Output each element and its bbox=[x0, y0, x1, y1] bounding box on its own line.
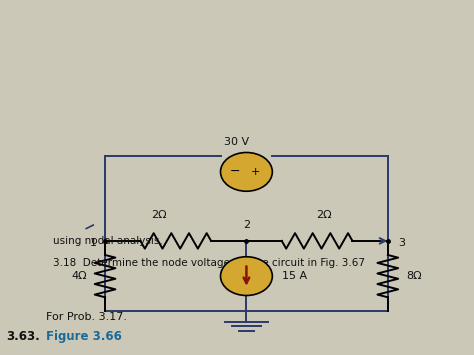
Text: 30 V: 30 V bbox=[224, 137, 250, 147]
Text: 2Ω: 2Ω bbox=[151, 210, 166, 220]
Text: 15 A: 15 A bbox=[282, 271, 307, 281]
Text: +: + bbox=[251, 167, 260, 177]
Text: −: − bbox=[229, 165, 240, 178]
Text: 2Ω: 2Ω bbox=[316, 210, 332, 220]
Text: 8Ω: 8Ω bbox=[406, 271, 421, 281]
Circle shape bbox=[220, 257, 273, 295]
Circle shape bbox=[220, 153, 273, 191]
Text: Figure 3.66: Figure 3.66 bbox=[46, 330, 122, 343]
Text: For Prob. 3.17.: For Prob. 3.17. bbox=[46, 312, 127, 322]
Text: 3: 3 bbox=[399, 237, 405, 248]
Text: 1: 1 bbox=[90, 237, 97, 248]
Text: using nodal analysis.: using nodal analysis. bbox=[53, 236, 163, 246]
Text: 3.63.: 3.63. bbox=[6, 330, 40, 343]
Text: 4Ω: 4Ω bbox=[71, 271, 87, 281]
Text: 2: 2 bbox=[243, 220, 250, 230]
Text: 3.18  Determine the node voltages in the circuit in Fig. 3.67: 3.18 Determine the node voltages in the … bbox=[53, 258, 365, 268]
